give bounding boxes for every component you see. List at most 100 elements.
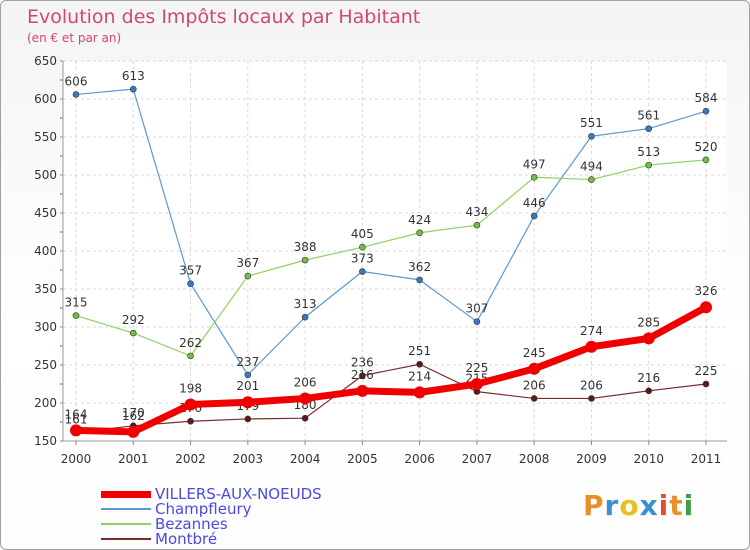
data-point [299,392,312,405]
data-point [473,318,481,325]
series-line [75,159,707,357]
y-tick-label: 250 [34,358,57,372]
data-label: 162 [122,409,145,423]
data-label: 201 [236,379,259,393]
legend-item-villers-aux-noeuds: VILLERS-AUX-NOEUDS [101,485,322,503]
legend-swatch [101,508,151,510]
legend-item-montbre: Montbré [101,530,218,548]
x-tick-label: 2007 [462,452,493,466]
data-label: 362 [408,260,431,274]
data-point [530,212,538,220]
data-label: 206 [523,378,546,392]
x-tick-label: 2000 [61,452,92,466]
data-label: 161 [65,413,88,427]
data-label: 405 [351,227,374,241]
data-point [244,371,252,379]
data-label: 494 [580,160,603,174]
data-label: 584 [695,91,718,105]
data-point [645,387,653,395]
chart-title: Evolution des Impôts locaux par Habitant [27,6,421,28]
data-label: 373 [351,252,374,266]
logo-letter: i [683,489,695,522]
data-point [530,395,538,402]
data-label: 216 [637,371,660,385]
data-label: 613 [122,69,145,83]
x-tick-label: 2003 [233,452,264,466]
data-label: 292 [122,313,145,327]
data-label: 225 [695,364,718,378]
data-point [129,329,137,337]
data-label: 245 [523,346,546,360]
proxiti-logo[interactable]: Proxiti [583,489,694,522]
data-label: 446 [523,196,546,210]
series-champfleury: 606 613 357 237 313 373 362 307 446 551 561 584 [65,69,718,379]
x-tick-label: 2009 [576,452,607,466]
logo-letter: i [658,489,670,522]
data-label: 206 [294,375,317,389]
data-point [72,312,80,319]
series-line [75,88,707,376]
data-point [187,280,194,287]
data-label: 262 [179,336,202,350]
y-tick-label: 500 [34,168,57,182]
data-point [356,384,369,397]
series-line [75,304,708,436]
data-point [588,395,595,402]
y-tick-label: 300 [34,320,57,334]
data-point [70,424,82,437]
y-tick-label: 550 [34,130,57,144]
data-label: 606 [65,74,88,88]
legend-swatch [101,538,151,540]
data-point [588,176,595,183]
data-point [416,360,423,368]
data-label: 497 [523,157,546,171]
logo-letter: P [583,489,605,522]
data-label: 434 [465,205,488,219]
data-point [301,313,309,321]
data-label: 274 [580,324,603,338]
data-label: 424 [408,213,431,227]
x-tick-label: 2002 [175,452,206,466]
series-line [75,363,707,434]
data-label: 520 [695,140,718,154]
series-montbr-: 161170176179180236251215206206216225 [65,344,718,436]
data-point [301,414,309,422]
data-point [301,256,309,264]
legend-item-bezannes: Bezannes [101,515,228,533]
data-point [184,398,197,411]
data-point [416,276,423,284]
logo-letter: o [619,489,640,522]
data-point [470,378,483,390]
data-label: 313 [294,297,317,311]
data-point [473,221,481,229]
data-point [700,301,712,314]
data-point [244,415,252,423]
data-point [72,91,80,98]
data-point [416,229,423,237]
data-point [645,125,653,132]
logo-letter: t [669,489,684,522]
data-label: 315 [65,296,88,310]
legend-label: Montbré [155,530,218,548]
data-label: 367 [236,256,259,270]
y-tick-label: 450 [34,206,57,220]
legend-label: Champfleury [155,500,252,518]
data-point [702,156,710,164]
series-bezannes: 315 292 262 367 388 405 424 434 497 494 513 520 [65,140,718,360]
data-point [645,161,653,169]
x-tick-label: 2005 [347,452,378,466]
data-label: 357 [179,264,202,278]
data-label: 251 [408,344,431,358]
chart-subtitle: (en € et par an) [27,31,122,45]
y-tick-label: 600 [34,92,57,106]
data-point [413,386,426,399]
data-label: 216 [351,368,374,382]
x-tick-label: 2011 [691,452,722,466]
data-label: 225 [465,361,488,375]
x-tick-label: 2010 [633,452,664,466]
data-label: 561 [637,109,660,123]
data-point [359,243,366,251]
logo-letter: x [639,489,659,522]
